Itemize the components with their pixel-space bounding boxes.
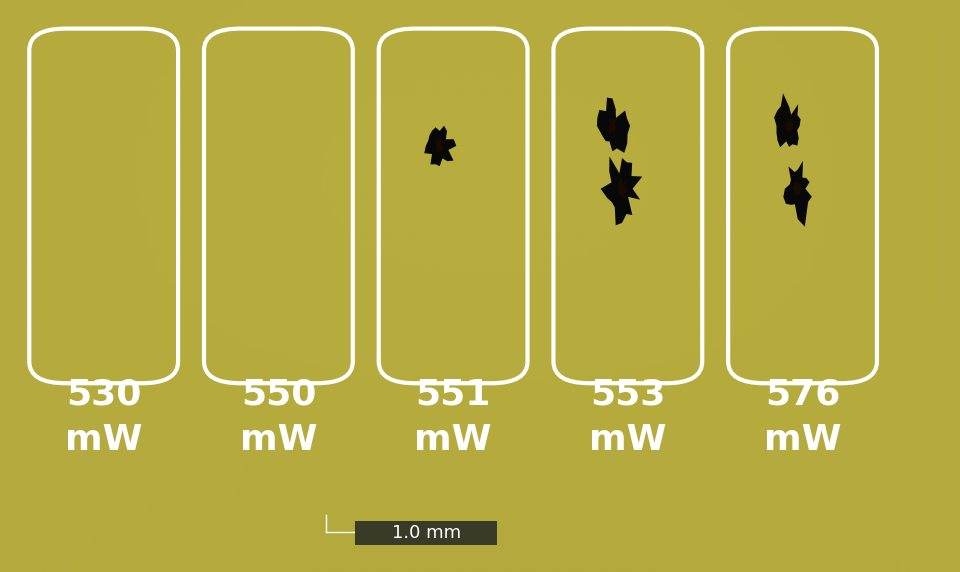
Text: 551: 551 (416, 378, 491, 412)
Text: 550: 550 (241, 378, 316, 412)
Text: 530: 530 (66, 378, 141, 412)
Text: 1.0 mm: 1.0 mm (392, 523, 461, 542)
PathPatch shape (774, 93, 801, 148)
Text: 576: 576 (765, 378, 840, 412)
Text: mW: mW (415, 423, 492, 458)
PathPatch shape (597, 98, 630, 153)
PathPatch shape (436, 139, 444, 152)
PathPatch shape (609, 118, 616, 134)
PathPatch shape (783, 161, 812, 227)
Text: mW: mW (589, 423, 666, 458)
Text: mW: mW (764, 423, 841, 458)
FancyBboxPatch shape (355, 521, 497, 545)
Text: mW: mW (65, 423, 142, 458)
Text: mW: mW (240, 423, 317, 458)
Text: 553: 553 (590, 378, 665, 412)
PathPatch shape (793, 182, 802, 196)
PathPatch shape (617, 178, 627, 198)
PathPatch shape (601, 157, 642, 225)
PathPatch shape (784, 118, 793, 133)
PathPatch shape (424, 126, 456, 166)
